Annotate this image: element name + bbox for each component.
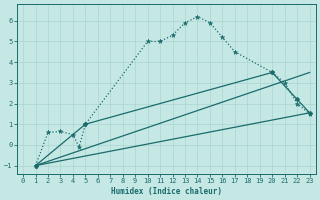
- X-axis label: Humidex (Indice chaleur): Humidex (Indice chaleur): [111, 187, 222, 196]
